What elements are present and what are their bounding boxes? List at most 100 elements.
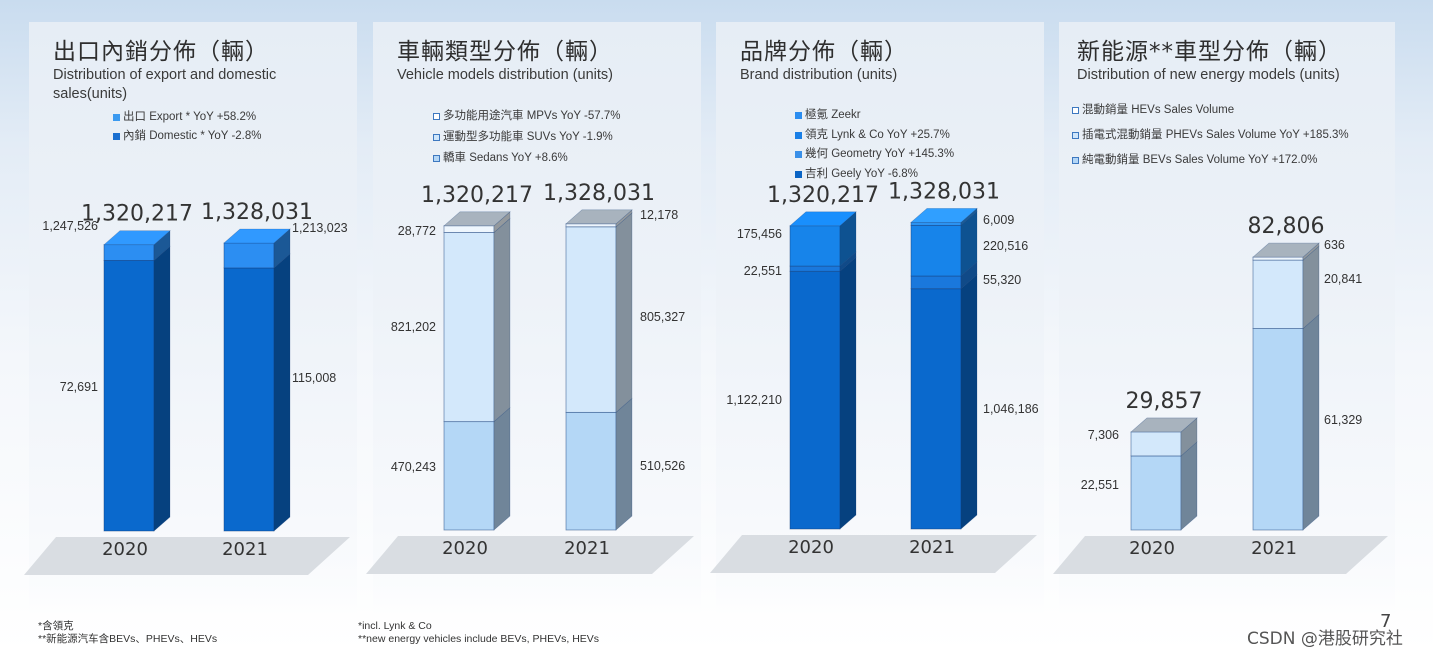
bar-side: [153, 245, 171, 532]
panel-brand: 品牌分佈（輛） Brand distribution (units) 極氪 Ze…: [716, 22, 1044, 614]
category-label: 2021: [222, 539, 268, 560]
bar-segment: [1130, 455, 1182, 531]
category-label: 2020: [102, 539, 148, 560]
bar-top: [565, 209, 633, 225]
legend-item: 純電動銷量 BEVs Sales Volume YoY +172.0%: [1072, 148, 1349, 173]
legend-swatch: [1072, 107, 1079, 114]
bar-side: [1302, 245, 1320, 330]
data-label: 1,122,210: [726, 393, 782, 407]
bar-side: [493, 406, 511, 531]
bar-side: [615, 209, 633, 228]
bar-total-label: 29,857: [1126, 389, 1203, 414]
bar-segment: [565, 223, 617, 228]
bar-segment: [103, 244, 155, 261]
category-label: 2020: [442, 538, 488, 559]
chart-floor: [366, 536, 694, 574]
legend-label: 極氪 Zeekr: [805, 109, 861, 121]
panel-subtitle: Distribution of export and domestic sale…: [53, 67, 277, 102]
legend-label: 純電動銷量 BEVs Sales Volume YoY +172.0%: [1082, 154, 1318, 166]
bar-segment: [565, 226, 617, 413]
category-label: 2020: [788, 537, 834, 558]
bar-segment: [1130, 431, 1182, 457]
data-label: 12,178: [640, 208, 678, 222]
legend-label: 混動銷量 HEVs Sales Volume: [1082, 104, 1235, 116]
panel-title: 新能源**車型分佈（輛）: [1077, 32, 1342, 66]
data-label: 636: [1324, 238, 1345, 252]
bar-side: [615, 212, 633, 414]
panel-title: 車輛類型分佈（輛）: [397, 39, 613, 65]
bar-side: [960, 207, 978, 227]
bar-segment: [910, 275, 962, 290]
bar-segment: [789, 225, 841, 267]
bar-segment: [910, 288, 962, 530]
bar-total-label: 82,806: [1248, 214, 1325, 239]
category-label: 2021: [909, 537, 955, 558]
footnote-line: **new energy vehicles include BEVs, PHEV…: [358, 633, 600, 645]
bar-top: [1252, 242, 1320, 258]
legend-label: 吉利 Geely YoY -6.8%: [805, 167, 918, 180]
panel-title: 品牌分佈（輛）: [740, 39, 908, 65]
legend-label: 轎車 Sedans YoY +8.6%: [443, 152, 568, 164]
legend-swatch: [433, 113, 440, 120]
legend-label: 運動型多功能車 SUVs YoY -1.9%: [443, 131, 613, 143]
legend-swatch: [795, 112, 802, 120]
legend-item: 混動銷量 HEVs Sales Volume: [1072, 98, 1349, 123]
bar-total-label: 1,328,031: [543, 181, 655, 206]
panel-export-domestic: 出口內銷分佈（輛） Distribution of export and dom…: [29, 22, 357, 614]
legend-item: 運動型多功能車 SUVs YoY -1.9%: [433, 127, 620, 148]
panel-vehicle-models: 車輛類型分佈（輛） Vehicle models distribution (u…: [373, 22, 701, 614]
bar-segment: [1252, 328, 1304, 531]
bar-segment: [223, 242, 275, 269]
bar-side: [960, 274, 978, 530]
data-label: 510,526: [640, 459, 685, 473]
data-label: 175,456: [737, 227, 782, 241]
bar-segment: [910, 221, 962, 226]
bar-total-label: 1,328,031: [201, 200, 313, 225]
data-label: 22,551: [1081, 478, 1119, 492]
legend-item: 多功能用途汽車 MPVs YoY -57.7%: [433, 106, 620, 127]
data-label: 1,213,023: [292, 221, 348, 235]
bar-total-label: 1,320,217: [767, 183, 879, 208]
legend-item: 出口 Export * YoY +58.2%: [113, 108, 262, 127]
panel-subtitle: Distribution of new energy models (units…: [1077, 67, 1340, 83]
watermark: CSDN @港股研究社: [1247, 629, 1403, 649]
bar-total-label: 1,320,217: [81, 202, 193, 227]
data-label: 61,329: [1324, 413, 1362, 427]
legend-label: 領克 Lynk & Co YoY +25.7%: [805, 128, 950, 141]
panel-title-text: 新能源**車型分佈（輛）: [1077, 39, 1342, 65]
legend-label: 插電式混動銷量 PHEVs Sales Volume YoY +185.3%: [1082, 129, 1349, 141]
data-label: 7,306: [1088, 428, 1119, 442]
legend-swatch: [433, 155, 440, 162]
bar-segment: [443, 232, 495, 423]
data-label: 821,202: [391, 320, 436, 334]
bar-side: [273, 253, 291, 532]
panel-subtitle: Brand distribution (units): [740, 67, 898, 83]
bar-segment: [1252, 256, 1304, 261]
bar-side: [839, 211, 857, 267]
bar-segment: [103, 260, 155, 532]
data-label: 22,551: [744, 264, 782, 278]
data-label: 1,247,526: [42, 219, 98, 233]
data-label: 470,243: [391, 460, 436, 474]
bar-top: [910, 208, 978, 223]
legend-swatch: [433, 134, 440, 141]
bar-total-label: 1,328,031: [888, 179, 1000, 204]
legend-item: 吉利 Geely YoY -6.8%: [795, 165, 954, 185]
bar-segment: [1252, 259, 1304, 329]
bar-top: [223, 228, 291, 244]
footnote-english: *incl. Lynk & Co **new energy vehicles i…: [358, 620, 599, 646]
chart-floor: [710, 535, 1037, 573]
chart-legend: 混動銷量 HEVs Sales Volume 插電式混動銷量 PHEVs Sal…: [1072, 98, 1349, 173]
bar-side: [153, 230, 171, 262]
bar-side: [839, 251, 857, 272]
legend-swatch: [795, 151, 802, 159]
bar-segment: [910, 224, 962, 277]
chart-legend: 多功能用途汽車 MPVs YoY -57.7% 運動型多功能車 SUVs YoY…: [433, 106, 620, 169]
bar-top: [789, 211, 857, 227]
chart-legend: 極氪 Zeekr 領克 Lynk & Co YoY +25.7% 幾何 Geom…: [795, 106, 954, 184]
panel-subtitle: Vehicle models distribution (units): [397, 67, 613, 83]
bar-side: [1302, 313, 1320, 531]
legend-swatch: [795, 131, 802, 139]
legend-swatch: [1072, 132, 1079, 139]
